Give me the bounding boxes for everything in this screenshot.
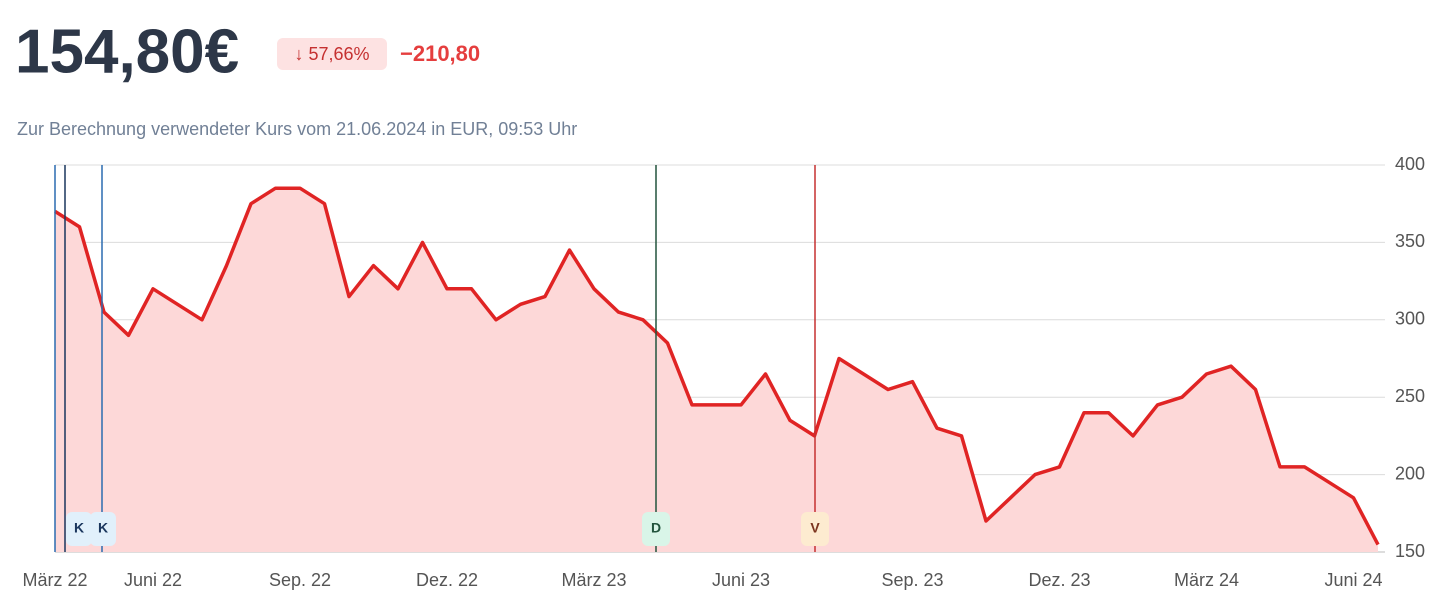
event-badge[interactable] bbox=[66, 512, 92, 546]
x-tick-label: Dez. 23 bbox=[1028, 570, 1090, 590]
event-badge[interactable] bbox=[801, 512, 829, 546]
x-tick-label: März 23 bbox=[561, 570, 626, 590]
x-tick-label: März 24 bbox=[1174, 570, 1239, 590]
x-tick-label: März 22 bbox=[22, 570, 87, 590]
event-label: D bbox=[651, 520, 661, 536]
x-tick-label: Sep. 22 bbox=[269, 570, 331, 590]
events: K K D V bbox=[54, 165, 829, 552]
event-label: K bbox=[98, 520, 108, 536]
x-tick-label: Juni 22 bbox=[124, 570, 182, 590]
y-tick-label: 250 bbox=[1395, 386, 1425, 406]
event-label: V bbox=[810, 520, 820, 536]
line bbox=[54, 186, 1380, 546]
y-tick-label: 300 bbox=[1395, 309, 1425, 329]
x-tick-label: Juni 23 bbox=[712, 570, 770, 590]
price: 154,80€ bbox=[15, 17, 239, 86]
x-tick-label: Dez. 22 bbox=[416, 570, 478, 590]
y-tick-label: 200 bbox=[1395, 463, 1425, 483]
x-tick-label: Sep. 23 bbox=[881, 570, 943, 590]
y-tick-label: 400 bbox=[1395, 154, 1425, 174]
x-tick-label: Juni 24 bbox=[1324, 570, 1382, 590]
plot: 150 200 250 300 350 400 März 22 Juni 22 Sep. 22 D… bbox=[22, 154, 1425, 590]
change-badge bbox=[277, 38, 387, 70]
event-label: K bbox=[74, 520, 84, 536]
change-abs: −210,80 bbox=[400, 41, 480, 66]
event-badge[interactable] bbox=[642, 512, 670, 546]
event-badge[interactable] bbox=[90, 512, 116, 546]
change-percent: ↓ 57,66% bbox=[294, 44, 369, 64]
y-tick-label: 150 bbox=[1395, 541, 1425, 561]
subtitle: Zur Berechnung verwendeter Kurs vom 21.0… bbox=[17, 119, 577, 139]
y-tick-label: 350 bbox=[1395, 231, 1425, 251]
